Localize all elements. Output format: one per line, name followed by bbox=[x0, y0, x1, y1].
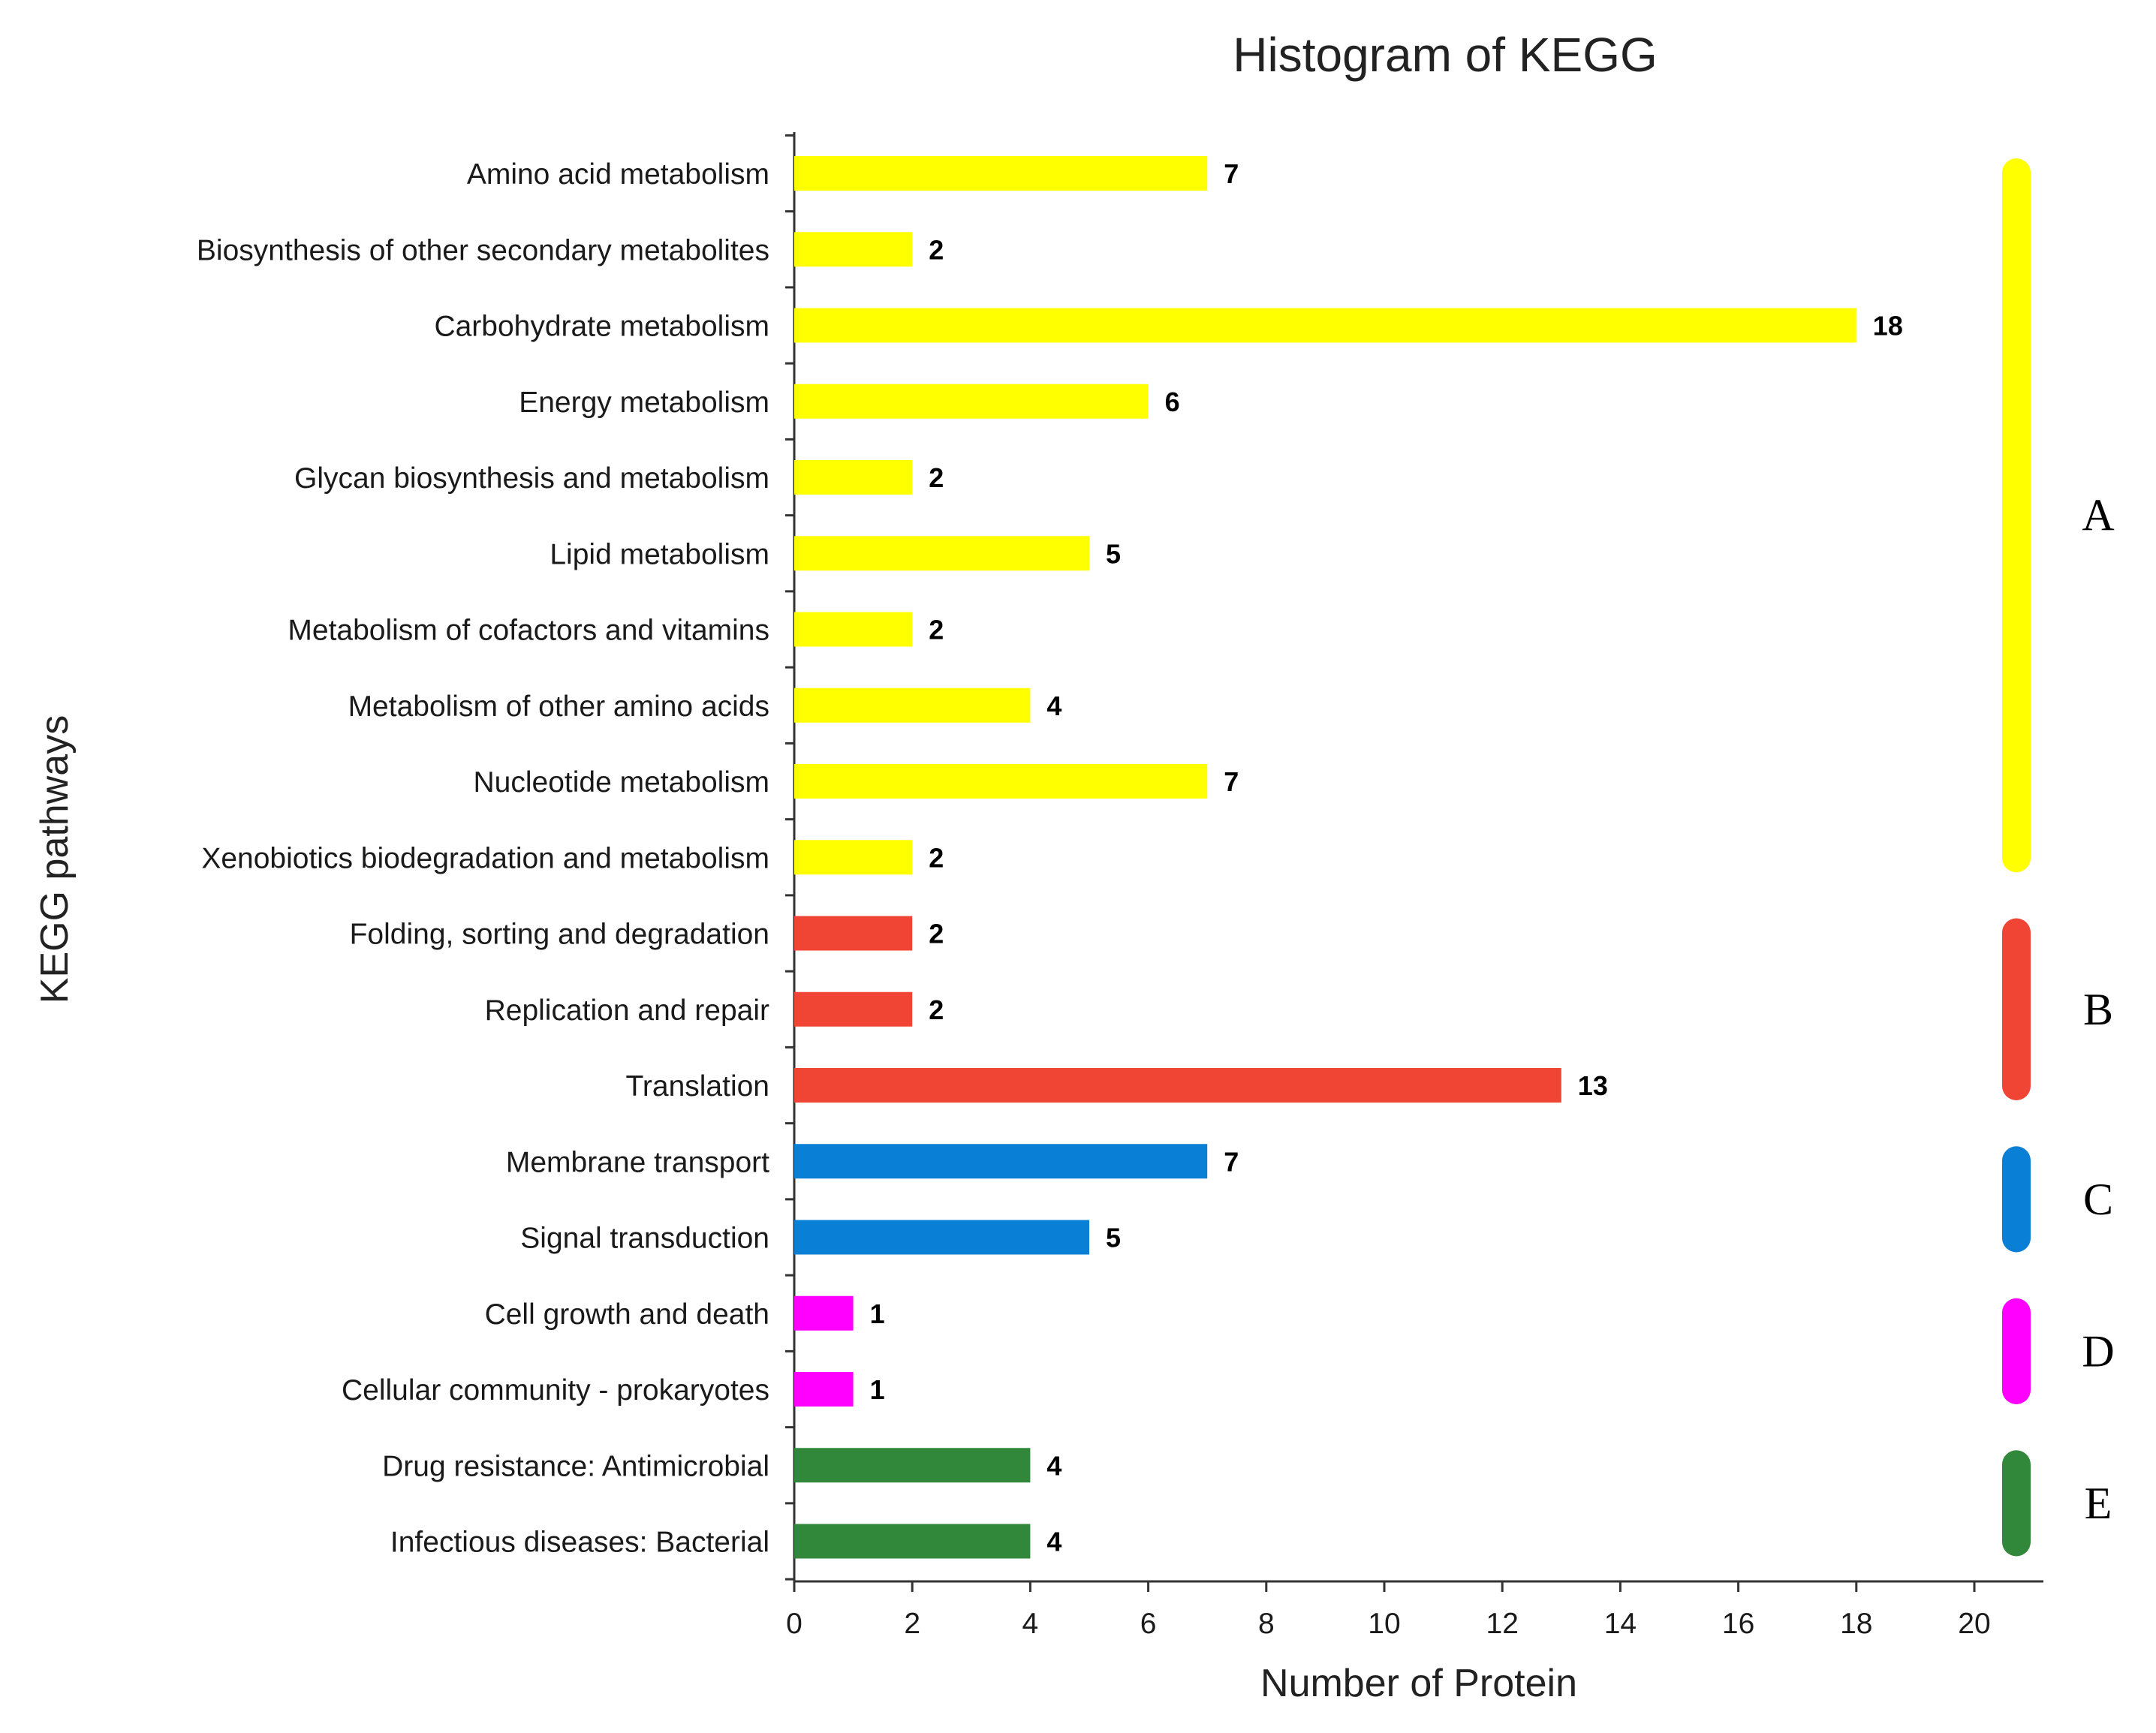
data-label: 2 bbox=[929, 462, 944, 493]
category-label: Cellular community - prokaryotes bbox=[342, 1374, 769, 1407]
category-label: Drug resistance: Antimicrobial bbox=[382, 1450, 769, 1482]
data-label: 2 bbox=[929, 234, 944, 265]
bar bbox=[794, 1448, 1031, 1483]
group-brackets: A B C D E bbox=[2002, 158, 2115, 1557]
data-label: 2 bbox=[929, 919, 944, 949]
category-label: Lipid metabolism bbox=[550, 538, 769, 570]
category-label: Nucleotide metabolism bbox=[473, 766, 769, 799]
bar bbox=[794, 687, 1031, 723]
category-label: Metabolism of cofactors and vitamins bbox=[288, 615, 769, 647]
x-tick-label: 12 bbox=[1486, 1608, 1519, 1640]
category-label: Xenobiotics biodegradation and metabolis… bbox=[201, 842, 769, 874]
x-tick-label: 4 bbox=[1022, 1608, 1039, 1640]
category-label: Carbohydrate metabolism bbox=[434, 311, 769, 343]
group-bracket bbox=[2002, 918, 2031, 1100]
bar bbox=[794, 536, 1089, 571]
category-label: Replication and repair bbox=[485, 994, 769, 1027]
bar bbox=[794, 460, 913, 495]
x-tick-label: 0 bbox=[786, 1608, 802, 1640]
category-label: Translation bbox=[626, 1070, 769, 1103]
bar bbox=[794, 840, 913, 875]
data-label: 2 bbox=[929, 994, 944, 1025]
category-label: Energy metabolism bbox=[519, 387, 769, 419]
category-label: Metabolism of other amino acids bbox=[348, 690, 769, 723]
bar bbox=[794, 1068, 1561, 1103]
data-label: 7 bbox=[1224, 766, 1239, 797]
data-label: 4 bbox=[1046, 690, 1061, 721]
x-tick-label: 16 bbox=[1722, 1608, 1754, 1640]
data-label: 4 bbox=[1046, 1527, 1061, 1557]
data-label: 13 bbox=[1578, 1070, 1608, 1101]
x-tick-label: 18 bbox=[1840, 1608, 1872, 1640]
bar bbox=[794, 1295, 854, 1331]
x-axis-ticks: 0 2 4 6 8 10 12 14 16 18 20 bbox=[786, 1581, 1991, 1640]
x-tick-label: 10 bbox=[1368, 1608, 1400, 1640]
category-label: Membrane transport bbox=[506, 1146, 769, 1178]
bar bbox=[794, 1524, 1031, 1559]
x-tick-label: 20 bbox=[1958, 1608, 1990, 1640]
x-tick-label: 2 bbox=[904, 1608, 920, 1640]
bar bbox=[794, 1144, 1208, 1179]
data-label: 2 bbox=[929, 615, 944, 645]
category-label: Infectious diseases: Bacterial bbox=[390, 1527, 769, 1559]
category-label: Cell growth and death bbox=[485, 1298, 769, 1331]
group-bracket bbox=[2002, 1450, 2031, 1557]
data-label: 4 bbox=[1046, 1450, 1061, 1481]
bar bbox=[794, 612, 913, 647]
group-label: D bbox=[2082, 1326, 2114, 1376]
data-label: 2 bbox=[929, 842, 944, 873]
bar bbox=[794, 1220, 1089, 1255]
category-label: Glycan biosynthesis and metabolism bbox=[294, 462, 769, 495]
data-label: 5 bbox=[1106, 538, 1121, 569]
y-axis-ticks bbox=[785, 134, 794, 1581]
data-label: 6 bbox=[1165, 387, 1180, 417]
x-tick-label: 14 bbox=[1604, 1608, 1637, 1640]
bar bbox=[794, 308, 1856, 343]
bar bbox=[794, 384, 1149, 419]
data-label: 7 bbox=[1224, 1146, 1239, 1177]
group-bracket bbox=[2002, 158, 2031, 873]
group-label: A bbox=[2082, 491, 2114, 540]
x-tick-label: 6 bbox=[1140, 1608, 1157, 1640]
bar bbox=[794, 1372, 854, 1407]
data-label: 5 bbox=[1106, 1223, 1121, 1253]
x-axis-title: Number of Protein bbox=[1260, 1662, 1577, 1705]
bar bbox=[794, 232, 913, 267]
y-axis-title: KEGG pathways bbox=[33, 715, 77, 1003]
bar bbox=[794, 156, 1208, 191]
data-label: 1 bbox=[870, 1298, 885, 1329]
data-label: 1 bbox=[870, 1374, 885, 1405]
group-label: C bbox=[2083, 1175, 2113, 1224]
group-label: E bbox=[2085, 1479, 2112, 1528]
bar bbox=[794, 991, 913, 1027]
group-bracket bbox=[2002, 1298, 2031, 1404]
chart-title: Histogram of KEGG bbox=[1233, 28, 1658, 82]
category-label: Folding, sorting and degradation bbox=[350, 919, 769, 951]
data-label: 18 bbox=[1873, 311, 1903, 341]
category-label: Amino acid metabolism bbox=[467, 158, 769, 191]
x-tick-label: 8 bbox=[1258, 1608, 1275, 1640]
data-label: 7 bbox=[1224, 158, 1239, 189]
group-label: B bbox=[2083, 985, 2113, 1034]
bar bbox=[794, 916, 913, 951]
category-label: Signal transduction bbox=[520, 1223, 769, 1255]
bar-series: Amino acid metabolism 7 Biosynthesis of ot… bbox=[197, 156, 1903, 1559]
bar bbox=[794, 764, 1208, 799]
category-label: Biosynthesis of other secondary metaboli… bbox=[197, 234, 769, 266]
group-bracket bbox=[2002, 1146, 2031, 1253]
